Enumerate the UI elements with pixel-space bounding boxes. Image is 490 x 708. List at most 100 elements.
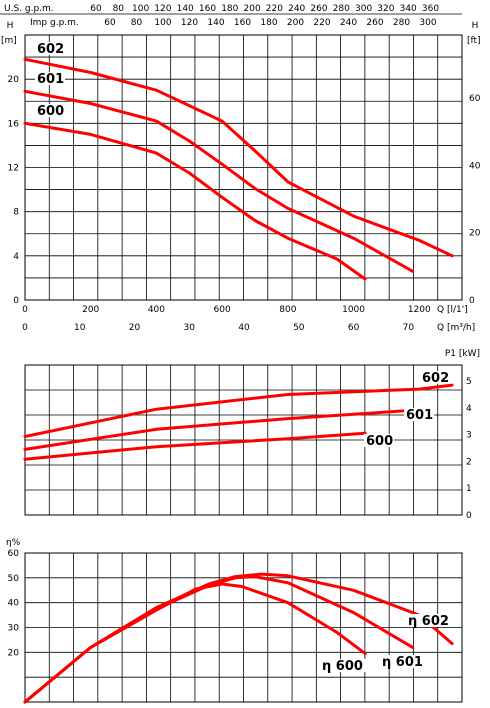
eta-series-label: η 601: [382, 655, 423, 670]
top-axis-1-tick: 100: [132, 4, 149, 14]
p1-y-tick: 5: [466, 377, 472, 387]
top-axis-1-tick: 80: [113, 4, 125, 14]
p1-y-tick: 3: [466, 431, 472, 441]
top-axis-1-tick: 160: [199, 4, 216, 14]
x2-tick: 40: [238, 323, 250, 333]
y-left-tick: 4: [13, 252, 19, 262]
p1-series-label-bg: [404, 408, 434, 421]
top-axis-1-tick: 280: [333, 4, 350, 14]
eta-series-label: η 602: [408, 614, 449, 629]
y-right-label: H: [472, 21, 479, 31]
y-right-tick: 20: [469, 229, 481, 239]
eta-y-tick: 60: [8, 549, 20, 559]
eta-y-tick: 50: [8, 574, 20, 584]
hq-curve-602: [23, 57, 454, 258]
top-axis-2-tick: 300: [419, 18, 436, 28]
x1-tick: 200: [82, 305, 99, 315]
top-axis-1-label: U.S. g.p.m.: [4, 4, 54, 14]
eta-y-tick: 40: [8, 599, 20, 609]
x2-tick: 20: [129, 323, 141, 333]
eta-curve-η-600: [23, 582, 367, 704]
eta-y-tick: 20: [8, 648, 20, 658]
x1-tick: 600: [214, 305, 231, 315]
hq-series-label-bg: [35, 42, 65, 55]
x2-tick: 10: [74, 323, 86, 333]
p1-curve-601: [23, 409, 411, 451]
p1-y-tick: 2: [466, 457, 472, 467]
hq-series-label-bg: [35, 104, 65, 117]
p1-curve-602: [23, 383, 454, 438]
p1-series-label: 601: [406, 408, 433, 423]
top-axis-1-tick: 340: [400, 4, 417, 14]
x2-tick: 30: [184, 323, 196, 333]
x1-tick: 1000: [342, 305, 365, 315]
top-axis-1-tick: 120: [154, 4, 171, 14]
top-axis-2-tick: 100: [154, 18, 171, 28]
top-axis-2-tick: 160: [234, 18, 251, 28]
p1-ylabel: P1 [kW]: [445, 349, 480, 359]
y-left-tick: 16: [8, 119, 20, 129]
hq-curve-601: [23, 89, 415, 273]
eta-series-label: η 600: [322, 659, 363, 674]
top-axis-2-tick: 240: [340, 18, 357, 28]
eta-series-label-bg: [320, 659, 368, 672]
x1-label: Q [l/1']: [437, 305, 468, 315]
y-left-tick: 12: [8, 164, 19, 174]
y-right-tick: 0: [469, 296, 475, 306]
top-axis-1-tick: 200: [244, 4, 261, 14]
top-axis-2-label: Imp g.p.m.: [30, 18, 79, 28]
x2-tick: 50: [293, 323, 305, 333]
x2-tick: 70: [403, 323, 415, 333]
top-axis-2-tick: 140: [207, 18, 224, 28]
hq-series-label: 601: [37, 72, 64, 87]
top-axis-1-tick: 140: [177, 4, 194, 14]
hq-series-label: 602: [37, 42, 64, 57]
top-axis-2-tick: 280: [393, 18, 410, 28]
y-left-unit: [m]: [1, 36, 17, 46]
y-left-label: H: [7, 21, 14, 31]
top-axis-1-tick: 220: [266, 4, 283, 14]
hq-series-label-bg: [35, 72, 65, 85]
x1-tick: 0: [22, 305, 28, 315]
top-axis-2-tick: 220: [313, 18, 330, 28]
hq-curve-600: [23, 121, 367, 281]
top-axis-2-tick: 120: [181, 18, 198, 28]
x2-label: Q [m³/h]: [437, 323, 475, 333]
eta-series-label-bg: [380, 655, 428, 668]
top-axis-1-tick: 320: [377, 4, 394, 14]
y-right-unit: [ft]: [467, 36, 481, 46]
x1-tick: 800: [279, 305, 296, 315]
p1-series-label-bg: [364, 434, 394, 447]
top-axis-1-tick: 180: [221, 4, 238, 14]
hq-series-label: 600: [37, 104, 64, 119]
y-right-tick: 40: [469, 161, 481, 171]
eta-curve-η-602: [23, 572, 454, 704]
top-axis-1-tick: 300: [355, 4, 372, 14]
top-axis-1-tick: 60: [90, 4, 102, 14]
p1-curve-600: [23, 431, 367, 461]
top-axis-2-tick: 180: [260, 18, 277, 28]
top-axis-2-tick: 80: [131, 18, 143, 28]
y-left-tick: 20: [8, 75, 20, 85]
top-axis-2-tick: 260: [366, 18, 383, 28]
y-left-tick: 8: [13, 208, 19, 218]
top-axis-1-tick: 360: [422, 4, 439, 14]
top-axis-1-tick: 260: [310, 4, 327, 14]
top-axis-2-tick: 60: [104, 18, 116, 28]
y-right-tick: 60: [469, 94, 481, 104]
p1-series-label: 600: [366, 434, 393, 449]
x1-tick: 1200: [408, 305, 431, 315]
eta-series-label-bg: [406, 614, 454, 627]
eta-y-tick: 30: [8, 624, 20, 634]
x2-tick: 60: [348, 323, 360, 333]
p1-y-tick: 0: [466, 511, 472, 521]
p1-y-tick: 1: [466, 484, 472, 494]
y-left-tick: 0: [13, 296, 19, 306]
p1-y-tick: 4: [466, 404, 472, 414]
p1-series-label-bg: [420, 371, 450, 384]
eta-ylabel: η%: [6, 538, 21, 548]
p1-series-label: 602: [422, 371, 449, 386]
x1-tick: 400: [148, 305, 165, 315]
x2-tick: 0: [22, 323, 28, 333]
